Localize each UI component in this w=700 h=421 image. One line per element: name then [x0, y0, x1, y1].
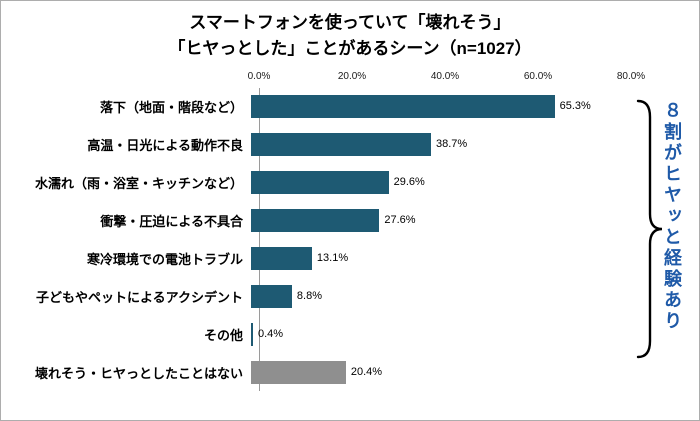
bar: [251, 246, 312, 270]
bar-track: 29.6%: [251, 170, 623, 194]
value-label: 13.1%: [316, 252, 349, 264]
bar-row: 壊れそう・ヒヤっとしたことはない 20.4%: [1, 353, 699, 391]
y-axis-line: [259, 88, 260, 391]
bar: [251, 94, 555, 118]
x-axis-ticks: 0.0% 20.0% 40.0% 60.0% 80.0%: [248, 71, 646, 85]
curly-brace-icon: [636, 99, 663, 359]
brace: [635, 98, 663, 360]
bar-track: 8.8%: [251, 284, 623, 308]
bar-track: 20.4%: [251, 360, 623, 384]
x-tick: 40.0%: [430, 71, 460, 82]
bar: [251, 132, 431, 156]
bar: [251, 170, 389, 194]
bar-track: 27.6%: [251, 208, 623, 232]
category-label: 壊れそう・ヒヤっとしたことはない: [34, 365, 243, 381]
bar-row: 子どもやペットによるアクシデント 8.8%: [1, 277, 699, 315]
chart-title-line1: スマートフォンを使っていて「壊れそう」: [189, 13, 511, 32]
bar-track: 65.3%: [251, 94, 623, 118]
bar-row: 落下（地面・階段など） 65.3%: [1, 87, 699, 125]
bar: [251, 284, 292, 308]
category-label: 水濡れ（雨・浴室・キッチンなど）: [34, 175, 243, 191]
value-label: 0.4%: [258, 328, 284, 340]
bar-row: その他 0.4%: [1, 315, 699, 353]
bar: [251, 208, 380, 232]
bar: [251, 360, 346, 384]
bar-row: 衝撃・圧迫による不具合 27.6%: [1, 201, 699, 239]
category-label: その他: [203, 327, 243, 343]
value-label: 38.7%: [435, 138, 468, 150]
category-label: 衝撃・圧迫による不具合: [100, 213, 243, 229]
value-label: 27.6%: [384, 214, 416, 226]
x-tick: 0.0%: [247, 71, 271, 82]
x-tick: 20.0%: [337, 71, 367, 82]
value-label: 29.6%: [393, 176, 425, 188]
x-tick: 60.0%: [523, 71, 553, 82]
category-label: 高温・日光による動作不良: [87, 137, 243, 153]
value-label: 65.3%: [559, 100, 591, 112]
value-label: 8.8%: [296, 290, 322, 302]
bar-track: 13.1%: [251, 246, 623, 270]
annotation-vertical-text: ８割がヒヤッと経験あり: [662, 101, 682, 332]
bar: [251, 322, 253, 346]
category-label: 子どもやペットによるアクシデント: [36, 289, 243, 305]
bar-row: 寒冷環境での電池トラブル 13.1%: [1, 239, 699, 277]
category-label: 落下（地面・階段など）: [99, 99, 243, 115]
category-label: 寒冷環境での電池トラブル: [86, 251, 243, 267]
bar-track: 38.7%: [251, 132, 623, 156]
bar-rows: 落下（地面・階段など） 65.3% 高温・日光による動作不良 38.7% 水濡れ…: [1, 87, 699, 391]
value-label: 20.4%: [350, 366, 383, 378]
bar-row: 水濡れ（雨・浴室・キッチンなど） 29.6%: [1, 163, 699, 201]
chart-title: スマートフォンを使っていて「壊れそう」 「ヒヤっとした」ことがあるシーン（n=1…: [1, 10, 699, 63]
bar-row: 高温・日光による動作不良 38.7%: [1, 125, 699, 163]
bar-track: 0.4%: [251, 322, 623, 346]
chart-title-line2: 「ヒヤっとした」ことがあるシーン（n=1027）: [168, 39, 532, 59]
x-tick: 80.0%: [616, 71, 646, 82]
